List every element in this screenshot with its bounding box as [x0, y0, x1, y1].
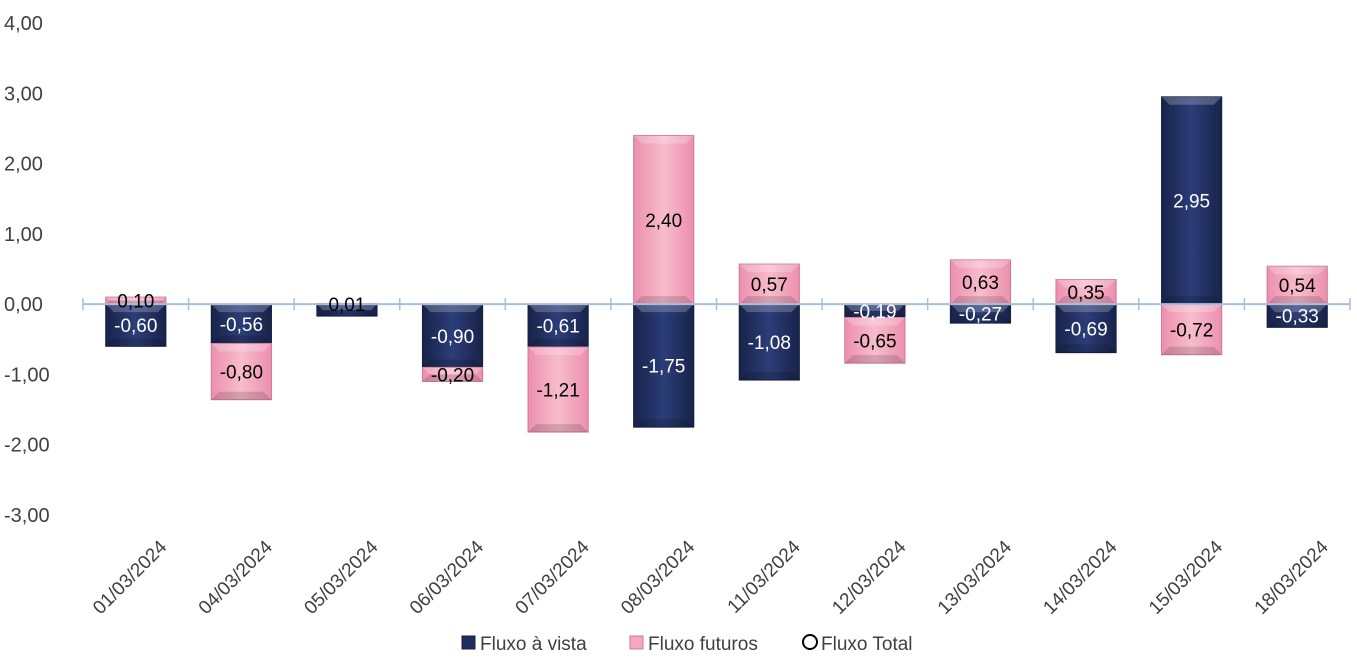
bar-fluxo-futuros [844, 316, 906, 364]
bar-fluxo-a-vista [949, 303, 1012, 324]
bar-fluxo-futuros [210, 343, 272, 401]
x-tick-label: 18/03/2024 [1251, 536, 1333, 618]
x-tick-label: 15/03/2024 [1145, 536, 1227, 618]
bar-fluxo-futuros [527, 346, 589, 433]
data-label-fluxo-a-vista: -0,19 [853, 302, 896, 323]
legend-fluxo-total: Fluxo Total [802, 634, 913, 655]
y-tick-label: -2,00 [4, 435, 50, 457]
bar-fluxo-futuros [949, 259, 1012, 305]
x-tick-label: 06/03/2024 [406, 536, 488, 618]
data-label-fluxo-a-vista: -0,56 [220, 315, 263, 336]
x-tick-label: 12/03/2024 [828, 536, 910, 618]
y-tick-label: 1,00 [4, 224, 43, 246]
bar-fluxo-futuros [633, 134, 695, 305]
y-tick-label: 0,00 [4, 294, 43, 316]
y-tick-label: 4,00 [4, 13, 43, 35]
bar-fluxo-a-vista [1055, 303, 1117, 354]
legend-label: Fluxo futuros [648, 634, 758, 655]
bar-fluxo-a-vista [527, 303, 589, 348]
data-label-fluxo-futuros: -0,65 [853, 331, 896, 352]
x-tick-label: 04/03/2024 [195, 536, 277, 618]
bar-fluxo-a-vista [633, 303, 695, 428]
data-label-fluxo-a-vista: -0,27 [959, 305, 1002, 326]
data-label-fluxo-a-vista: -0,33 [1276, 307, 1319, 328]
data-label-fluxo-a-vista: -0,61 [536, 317, 579, 338]
data-label-fluxo-futuros: 0,10 [117, 292, 154, 313]
bar-fluxo-a-vista [738, 303, 800, 381]
y-tick-label: -3,00 [4, 505, 50, 527]
data-label-fluxo-a-vista: -1,08 [748, 333, 791, 354]
data-label-fluxo-futuros: -0,20 [431, 365, 474, 386]
bar-fluxo-a-vista [316, 303, 378, 317]
bar-fluxo-a-vista [421, 303, 484, 368]
data-label-fluxo-a-vista: -1,75 [642, 357, 685, 378]
legend-fluxo-futuros: Fluxo futuros [629, 634, 758, 655]
legend-swatch [461, 635, 476, 650]
x-tick-label: 11/03/2024 [724, 536, 805, 617]
bar-fluxo-futuros [1266, 265, 1328, 305]
bars [105, 96, 1328, 433]
data-label-fluxo-futuros: 0,57 [751, 275, 788, 296]
data-labels: -0,60 0,10 -0,56 -0,80 0,01 -0,90 -0,20 -0,61 -1… [114, 191, 1319, 401]
data-label-fluxo-futuros: 0,63 [962, 273, 999, 294]
y-axis: 4,00 3,00 2,00 1,00 0,00 -1,00 -2,00 -3,00 [4, 13, 50, 527]
y-tick-label: 2,00 [4, 154, 43, 176]
data-label-fluxo-a-vista: -0,90 [431, 327, 474, 348]
legend-fluxo-a-vista: Fluxo à vista [461, 634, 587, 655]
x-axis: 01/03/2024 04/03/2024 05/03/2024 06/03/2024… [89, 536, 1333, 618]
legend-swatch [629, 635, 644, 650]
bar-fluxo-futuros [421, 366, 484, 382]
x-tick-label: 14/03/2024 [1039, 536, 1121, 618]
x-tick-label: 08/03/2024 [617, 536, 699, 618]
data-label-fluxo-a-vista: 2,95 [1173, 191, 1210, 212]
bar-fluxo-futuros [738, 263, 800, 305]
data-label-fluxo-futuros: 0,35 [1068, 283, 1105, 304]
bar-fluxo-a-vista [210, 303, 272, 345]
data-label-fluxo-a-vista: -0,60 [114, 316, 157, 337]
x-tick-label: 13/03/2024 [934, 536, 1016, 618]
zero-axis-line [82, 298, 1351, 311]
data-label-fluxo-futuros: 0,54 [1279, 276, 1316, 297]
x-tick-label: 01/03/2024 [89, 536, 171, 618]
data-label-fluxo-futuros: -1,21 [536, 381, 579, 402]
legend-label: Fluxo à vista [480, 634, 587, 655]
legend-label: Fluxo Total [821, 634, 913, 655]
legend: Fluxo à vista Fluxo futuros Fluxo Total [461, 634, 913, 655]
data-label-fluxo-futuros: 0,01 [328, 295, 365, 316]
y-tick-label: 3,00 [4, 83, 43, 105]
legend-marker [802, 634, 818, 650]
data-label-fluxo-futuros: -0,80 [220, 363, 263, 384]
x-tick-label: 07/03/2024 [512, 536, 594, 618]
bar-fluxo-a-vista [1266, 303, 1328, 328]
bar-fluxo-a-vista [844, 303, 906, 318]
data-label-fluxo-a-vista: -0,69 [1064, 319, 1107, 340]
data-label-fluxo-futuros: 2,40 [645, 211, 682, 232]
y-tick-label: -1,00 [4, 364, 50, 386]
data-label-fluxo-futuros: -0,72 [1170, 320, 1213, 341]
bar-fluxo-a-vista [105, 303, 167, 347]
bar-fluxo-a-vista [1161, 96, 1223, 305]
bar-fluxo-futuros [1161, 303, 1223, 356]
x-tick-label: 05/03/2024 [300, 536, 382, 618]
